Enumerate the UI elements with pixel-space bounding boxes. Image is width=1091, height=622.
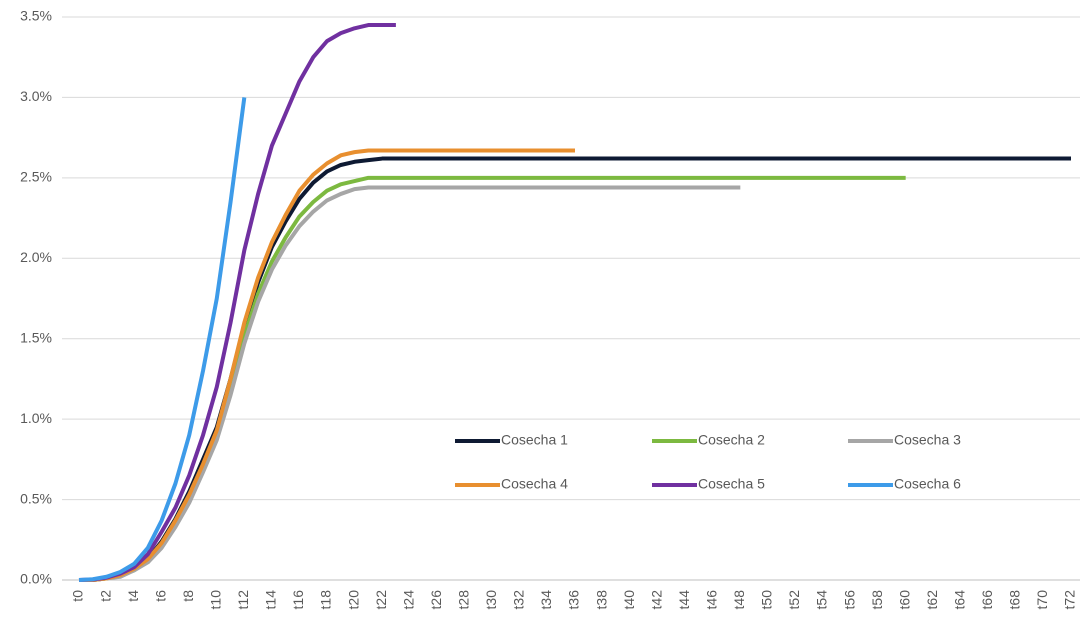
- x-tick-label: t0: [70, 590, 86, 602]
- x-tick-label: t22: [373, 590, 389, 610]
- x-tick-label: t58: [869, 590, 885, 610]
- x-tick-label: t46: [703, 590, 719, 610]
- x-tick-label: t18: [318, 590, 334, 610]
- y-tick-label: 3.0%: [20, 88, 52, 104]
- x-tick-label: t40: [621, 590, 637, 610]
- x-tick-label: t44: [676, 590, 692, 610]
- x-tick-label: t4: [125, 590, 141, 602]
- series-line: [78, 97, 247, 582]
- y-tick-label: 1.0%: [20, 410, 52, 426]
- series-line: [79, 185, 741, 582]
- x-tick-label: t30: [483, 590, 499, 610]
- x-tick-label: t60: [896, 590, 912, 610]
- legend-label: Cosecha 2: [698, 432, 765, 448]
- x-tick-label: t20: [345, 590, 361, 610]
- legend-label: Cosecha 3: [894, 432, 961, 448]
- y-tick-label: 0.0%: [20, 571, 52, 587]
- x-tick-label: t32: [511, 590, 527, 610]
- legend-label: Cosecha 5: [698, 476, 765, 492]
- y-tick-label: 3.5%: [20, 8, 52, 24]
- y-tick-label: 2.5%: [20, 169, 52, 185]
- x-tick-label: t6: [152, 590, 168, 602]
- x-tick-label: t64: [951, 590, 967, 610]
- x-tick-label: t28: [455, 590, 471, 610]
- x-tick-label: t70: [1034, 590, 1050, 610]
- x-tick-label: t16: [290, 590, 306, 610]
- series-line: [78, 23, 396, 582]
- y-tick-label: 1.5%: [20, 329, 52, 345]
- x-tick-label: t48: [731, 590, 747, 610]
- x-tick-label: t2: [97, 590, 113, 602]
- x-tick-label: t52: [786, 590, 802, 610]
- x-tick-label: t12: [235, 590, 251, 610]
- legend-label: Cosecha 6: [894, 476, 961, 492]
- x-tick-label: t62: [924, 590, 940, 610]
- x-tick-label: t72: [1062, 590, 1078, 610]
- x-tick-label: t14: [263, 590, 279, 610]
- legend: Cosecha 1 Cosecha 2 Cosecha 3 Cosecha 4 Cose…: [455, 432, 961, 492]
- legend-label: Cosecha 4: [501, 476, 568, 492]
- x-tick-label: t8: [180, 590, 196, 602]
- series-line: [79, 148, 575, 582]
- x-tick-label: t42: [648, 590, 664, 610]
- x-tick-label: t38: [593, 590, 609, 610]
- legend-label: Cosecha 1: [501, 432, 568, 448]
- x-tick-label: t10: [207, 590, 223, 610]
- x-tick-label: t26: [428, 590, 444, 610]
- x-tick-label: t54: [814, 590, 830, 610]
- x-tick-label: t50: [759, 590, 775, 610]
- y-tick-label: 2.0%: [20, 249, 52, 265]
- y-tick-label: 0.5%: [20, 490, 52, 506]
- x-tick-label: t34: [538, 590, 554, 610]
- x-tick-label: t24: [400, 590, 416, 610]
- x-tick-label: t56: [841, 590, 857, 610]
- x-tick-label: t36: [566, 590, 582, 610]
- x-tick-label: t68: [1007, 590, 1023, 610]
- x-tick-label: t66: [979, 590, 995, 610]
